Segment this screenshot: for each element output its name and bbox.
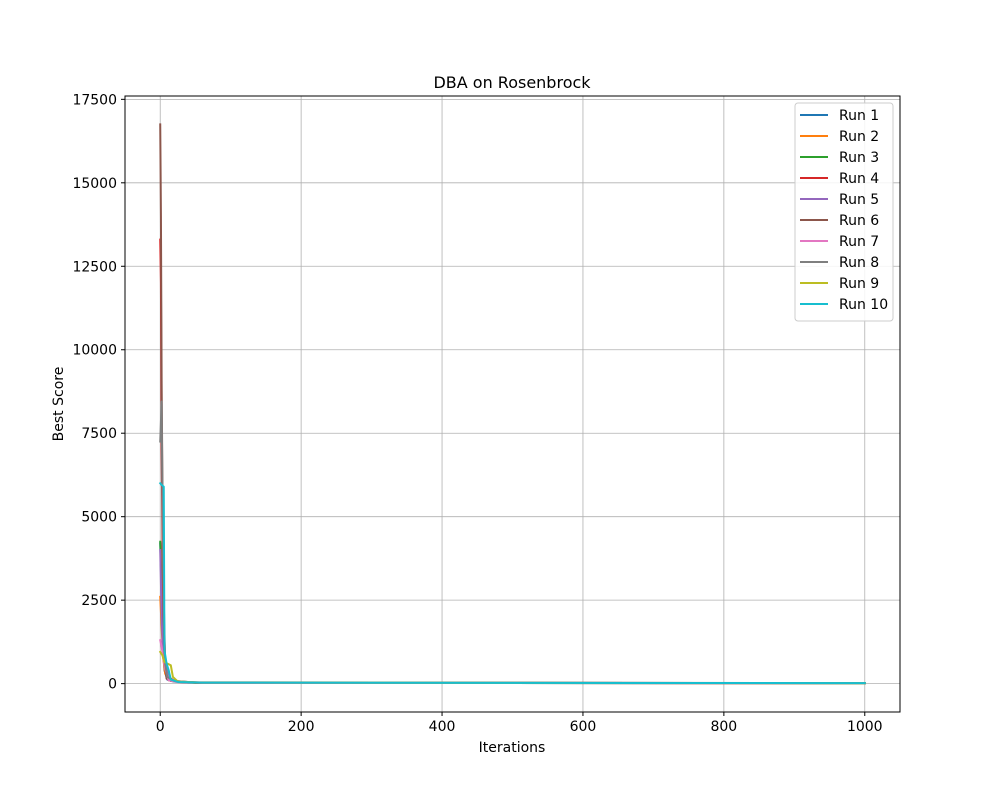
y-axis-label: Best Score [51, 367, 67, 442]
x-tick-label: 1000 [847, 719, 883, 735]
series-line-run-1 [159, 542, 866, 685]
series-line-run-7 [159, 639, 866, 685]
legend-label: Run 3 [839, 150, 879, 166]
x-tick-label: 800 [710, 719, 737, 735]
series-group [158, 123, 866, 685]
y-tick-label: 15000 [72, 176, 117, 192]
plot-frame [124, 95, 901, 713]
x-tick-label: 400 [429, 719, 456, 735]
series-line-run-9 [158, 650, 866, 685]
grid [125, 96, 900, 712]
legend: Run 1 Run 2 Run 3 Run 4 Run 5 Run 6 Run 7 Run 8… [794, 102, 894, 322]
x-tick-label: 200 [288, 719, 315, 735]
x-axis-label: Iterations [479, 740, 546, 756]
series-line-run-8 [159, 400, 866, 685]
legend-label: Run 9 [839, 276, 879, 292]
legend-label: Run 1 [839, 108, 879, 124]
legend-label: Run 10 [839, 297, 888, 313]
legend-label: Run 7 [839, 234, 879, 250]
y-tick-label: 2500 [81, 593, 117, 609]
y-tick-label: 5000 [81, 510, 117, 526]
series-line-run-10 [158, 481, 866, 685]
series-line-run-5 [159, 549, 866, 685]
legend-label: Run 2 [839, 129, 879, 145]
legend-label: Run 4 [839, 171, 879, 187]
x-tick-label: 0 [156, 719, 165, 735]
y-tick-label: 7500 [81, 426, 117, 442]
y-tick-label: 17500 [72, 92, 117, 108]
y-tick-label: 10000 [72, 343, 117, 359]
ticks: 0 200 400 600 800 100002500500075001000012500… [72, 92, 882, 735]
series-line-run-4 [159, 238, 866, 685]
series-line-run-2 [159, 595, 866, 685]
x-tick-label: 600 [570, 719, 597, 735]
y-tick-label: 12500 [72, 259, 117, 275]
legend-label: Run 5 [839, 192, 879, 208]
y-tick-label: 0 [108, 677, 117, 693]
series-line-run-3 [159, 540, 866, 685]
chart-title: DBA on Rosenbrock [433, 73, 591, 92]
legend-label: Run 8 [839, 255, 879, 271]
series-line-run-6 [159, 123, 866, 685]
legend-label: Run 6 [839, 213, 879, 229]
